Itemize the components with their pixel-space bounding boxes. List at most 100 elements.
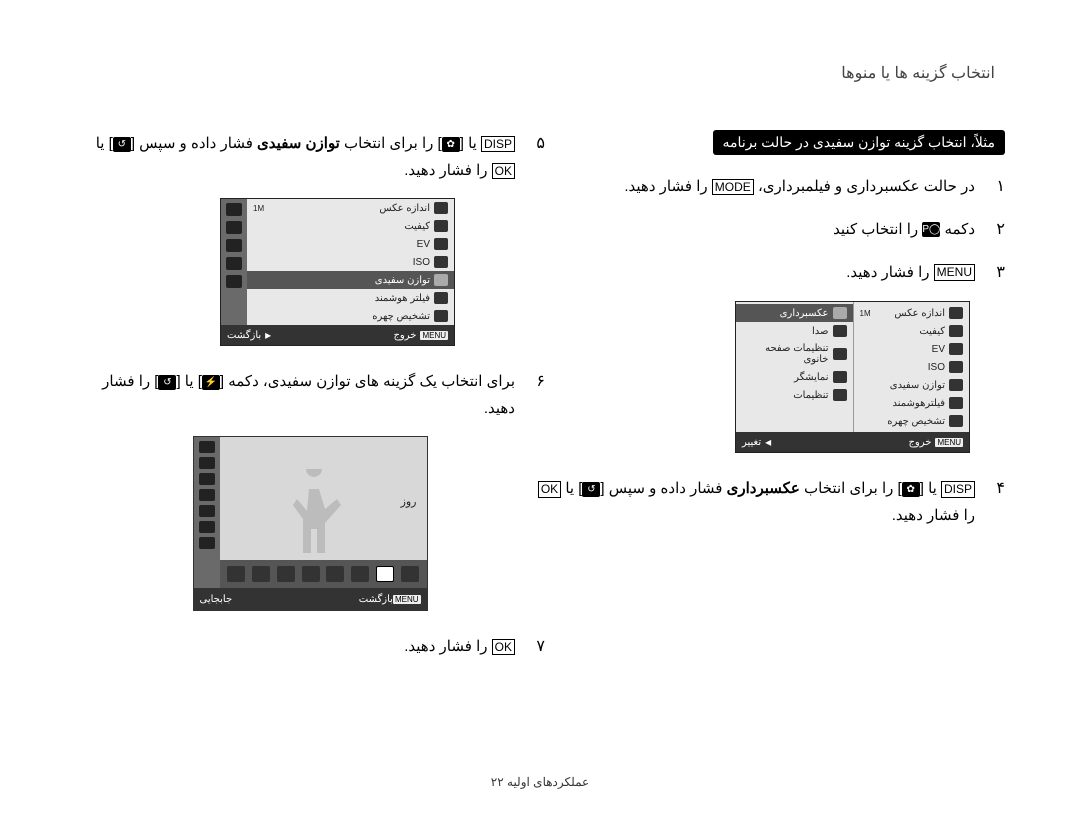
row-icon [434,238,448,250]
arrow-left-icon: ▸ [265,328,271,342]
lcd-row: توازن سفیدی [854,376,970,394]
right-column: مثلاً، انتخاب گزینه توازن سفیدی در حالت … [535,130,1005,543]
step-number: ۶ [527,368,545,422]
wb-option-icon [376,566,394,582]
step-body: MENU را فشار دهید. [535,259,975,288]
row-icon [949,343,963,355]
side-icon [199,489,215,501]
step-body: DISP یا [✿] را برای انتخاب عکسبرداری فشا… [535,475,975,529]
lcd-row: توازن سفیدی [247,271,454,289]
lcd-row: اندازه عکس1M [247,199,454,217]
wb-option-icon [277,566,295,582]
step: ۲ دکمه ◯P را انتخاب کنید [535,216,1005,245]
row-icon [949,397,963,409]
lcd-footer: MENUخروج ◂تغییر [736,432,969,452]
wb-option-icon [227,566,245,582]
page-footer: عملکردهای اولیه ۲۲ [0,775,1080,789]
row-icon [833,307,847,319]
side-icon [199,505,215,517]
lcd-side-icons [221,199,247,325]
lcd-list: اندازه عکس1M کیفیت EV ISO توازن سفیدی فی… [247,199,454,325]
side-icon [199,537,215,549]
side-icon [226,239,242,252]
step-number: ۴ [987,475,1005,529]
row-icon [434,256,448,268]
arrow-right-icon: ◂ [765,435,771,449]
person-silhouette-icon [279,469,349,564]
row-icon [833,348,847,360]
step: ۶ برای انتخاب یک گزینه های توازن سفیدی، … [75,368,545,422]
row-icon [833,325,847,337]
row-icon [949,325,963,337]
step-number: ۳ [987,259,1005,288]
menu-chip-icon: MENU [935,438,963,447]
side-icon [226,275,242,288]
lcd-row: تشخیص چهره [247,307,454,325]
lcd-row: تشخیص چهره [854,412,970,430]
lcd-row: فیلترهوشمند [854,394,970,412]
step-body: برای انتخاب یک گزینه های توازن سفیدی، دک… [75,368,515,422]
side-icon [199,521,215,533]
lcd-row: کیفیت [247,217,454,235]
menu-chip-icon: MENU [420,331,448,340]
lcd-footer: MENUخروج ▸بازگشت [221,325,454,345]
lcd-row: ISO [247,253,454,271]
wb-option-icon [252,566,270,582]
step: ۷ OK را فشار دهید. [75,633,545,662]
step-body: در حالت عکسبرداری و فیلمبرداری، MODE را … [535,173,975,202]
wb-option-icon [401,566,419,582]
side-icon [226,221,242,234]
side-icon [199,441,215,453]
step-body: دکمه ◯P را انتخاب کنید [535,216,975,245]
step-number: ۷ [527,633,545,662]
row-icon [949,415,963,427]
lcd-row: فیلتر هوشمند [247,289,454,307]
lcd-menu-panel: اندازه عکس1M کیفیت EV ISO توازن سفیدی فی… [735,301,970,453]
wb-preview-panel: روز MENUبازگشت جابجایی [193,436,428,611]
step: ۴ DISP یا [✿] را برای انتخاب عکسبرداری ف… [535,475,1005,529]
wb-option-icon [302,566,320,582]
lcd-row: تنظیمات صفحه خانوی [736,340,853,368]
step: ۳ MENU را فشار دهید. [535,259,1005,288]
step-body: DISP یا [✿] را برای انتخاب توازن سفیدی ف… [75,130,515,184]
wb-side-icons [194,437,220,588]
side-icon [199,457,215,469]
left-column: ۵ DISP یا [✿] را برای انتخاب توازن سفیدی… [75,130,545,676]
wb-option-icon [351,566,369,582]
step-number: ۲ [987,216,1005,245]
wb-footer: MENUبازگشت جابجایی [194,588,427,610]
lcd-right-col: اندازه عکس1M کیفیت EV ISO توازن سفیدی فی… [853,302,970,432]
lcd-row: کیفیت [854,322,970,340]
lcd-row: EV [854,340,970,358]
step-number: ۵ [527,130,545,184]
page-header: انتخاب گزینه ها یا منوها [841,63,995,83]
step: ۱ در حالت عکسبرداری و فیلمبرداری، MODE ر… [535,173,1005,202]
side-icon [226,203,242,216]
example-badge: مثلاً، انتخاب گزینه توازن سفیدی در حالت … [713,130,1005,155]
lcd-row: نمایشگر [736,368,853,386]
lcd-left-col: عکسبرداری صدا تنظیمات صفحه خانوی نمایشگر… [736,302,853,432]
lcd-row: اندازه عکس1M [854,304,970,322]
wb-option-strip [220,560,427,588]
row-icon [434,292,448,304]
row-icon [833,371,847,383]
step-body: OK را فشار دهید. [75,633,515,662]
wb-option-icon [326,566,344,582]
step: ۵ DISP یا [✿] را برای انتخاب توازن سفیدی… [75,130,545,184]
menu-chip-icon: MENU [393,595,421,604]
row-icon [434,220,448,232]
lcd-row: تنظیمات [736,386,853,404]
row-icon [949,361,963,373]
lcd-submenu-panel: اندازه عکس1M کیفیت EV ISO توازن سفیدی فی… [220,198,455,346]
lcd-row: عکسبرداری [736,304,853,322]
step-number: ۱ [987,173,1005,202]
row-icon [949,307,963,319]
row-icon [434,202,448,214]
side-icon [226,257,242,270]
lcd-row: صدا [736,322,853,340]
lcd-row: EV [247,235,454,253]
row-icon [949,379,963,391]
side-icon [199,473,215,485]
row-icon [833,389,847,401]
wb-label: روز [401,495,417,508]
